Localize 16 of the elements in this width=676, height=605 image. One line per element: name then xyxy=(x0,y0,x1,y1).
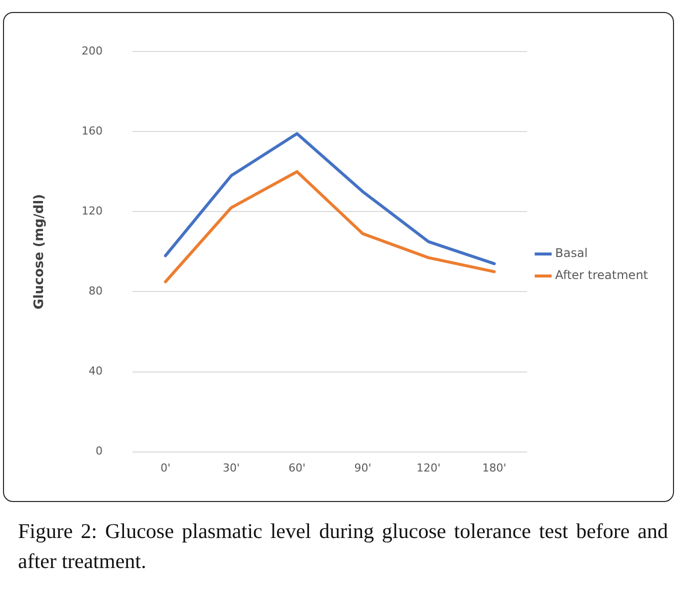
x-tick-label: 0' xyxy=(160,461,170,474)
x-tick-label: 30' xyxy=(222,461,240,474)
y-tick-label: 80 xyxy=(88,284,103,298)
y-tick-label: 120 xyxy=(82,204,103,218)
y-tick-label: 40 xyxy=(88,364,103,378)
y-tick-label: 160 xyxy=(82,124,103,138)
y-tick-label: 0 xyxy=(96,444,103,458)
legend-label: Basal xyxy=(555,246,588,260)
x-tick-label: 120' xyxy=(416,461,441,474)
legend-label: After treatment xyxy=(555,268,648,282)
caption: Figure 2: Glucose plasmatic level during glucose tolerance test before and after treatment. xyxy=(17,518,669,575)
x-tick-label: 180' xyxy=(482,461,506,474)
x-tick-label: 60' xyxy=(288,461,306,474)
x-tick-label: 90' xyxy=(354,461,372,474)
y-tick-label: 200 xyxy=(82,44,103,58)
y-axis-title: Glucose (mg/dl) xyxy=(32,194,48,310)
